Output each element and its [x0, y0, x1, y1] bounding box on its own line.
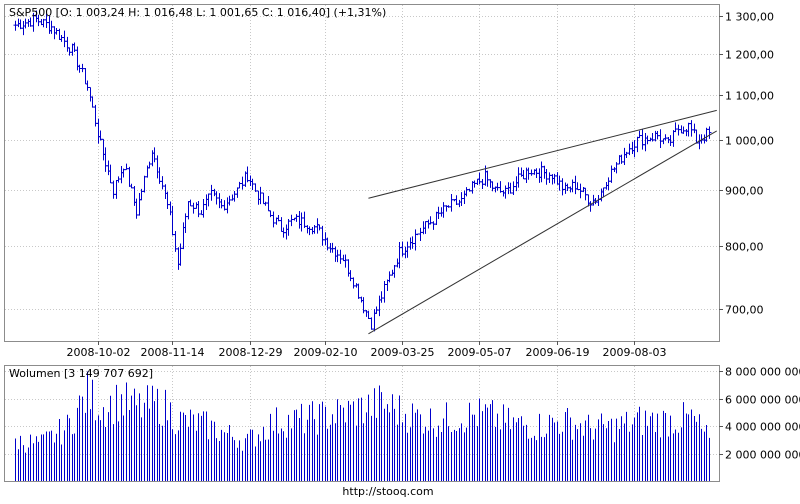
date-x-tick-label: 2008-11-14	[141, 346, 205, 359]
date-x-axis: 2008-10-02 2008-11-14 2008-12-29 2009-02-10…	[67, 341, 667, 359]
trendline	[368, 109, 717, 199]
date-x-tick-label: 2009-06-19	[526, 346, 590, 359]
date-x-tick-label: 2008-10-02	[67, 346, 131, 359]
price-y-axis: 700,00 800,00 900,00 1 000,00 1 100,00 1 200,…	[719, 11, 774, 317]
price-y-tick-label: 1 100,00	[725, 90, 774, 103]
price-bars	[13, 10, 712, 332]
date-x-tick-label: 2009-05-07	[448, 346, 512, 359]
volume-y-tick-label: 8 000 000 000	[725, 366, 800, 379]
volume-y-tick-label: 4 000 000 000	[725, 421, 800, 434]
price-header: S&P500 [O: 1 003,24 H: 1 016,48 L: 1 001…	[9, 6, 386, 19]
date-x-tick-label: 2009-02-10	[294, 346, 358, 359]
price-y-tick-label: 1 300,00	[725, 11, 774, 24]
price-y-tick-label: 1 000,00	[725, 135, 774, 148]
price-panel-frame	[4, 4, 720, 342]
price-y-tick-label: 800,00	[725, 241, 764, 254]
footer-url[interactable]: http://stooq.com	[342, 485, 433, 498]
trendlines	[368, 109, 717, 335]
volume-y-tick-label: 6 000 000 000	[725, 394, 800, 407]
price-y-tick-label: 700,00	[725, 304, 764, 317]
date-x-tick-label: 2008-12-29	[219, 346, 283, 359]
price-y-tick-label: 900,00	[725, 185, 764, 198]
volume-bars	[15, 371, 710, 481]
date-x-tick-label: 2009-08-03	[603, 346, 667, 359]
date-x-tick-label: 2009-03-25	[371, 346, 435, 359]
price-y-tick-label: 1 200,00	[725, 49, 774, 62]
trendline	[368, 130, 717, 335]
volume-y-axis: 2 000 000 000 4 000 000 000 6 000 000 000 8…	[719, 366, 800, 462]
price-ohlc-bar	[707, 126, 712, 139]
volume-y-tick-label: 2 000 000 000	[725, 449, 800, 462]
volume-header: Wolumen [3 149 707 692]	[9, 367, 153, 380]
